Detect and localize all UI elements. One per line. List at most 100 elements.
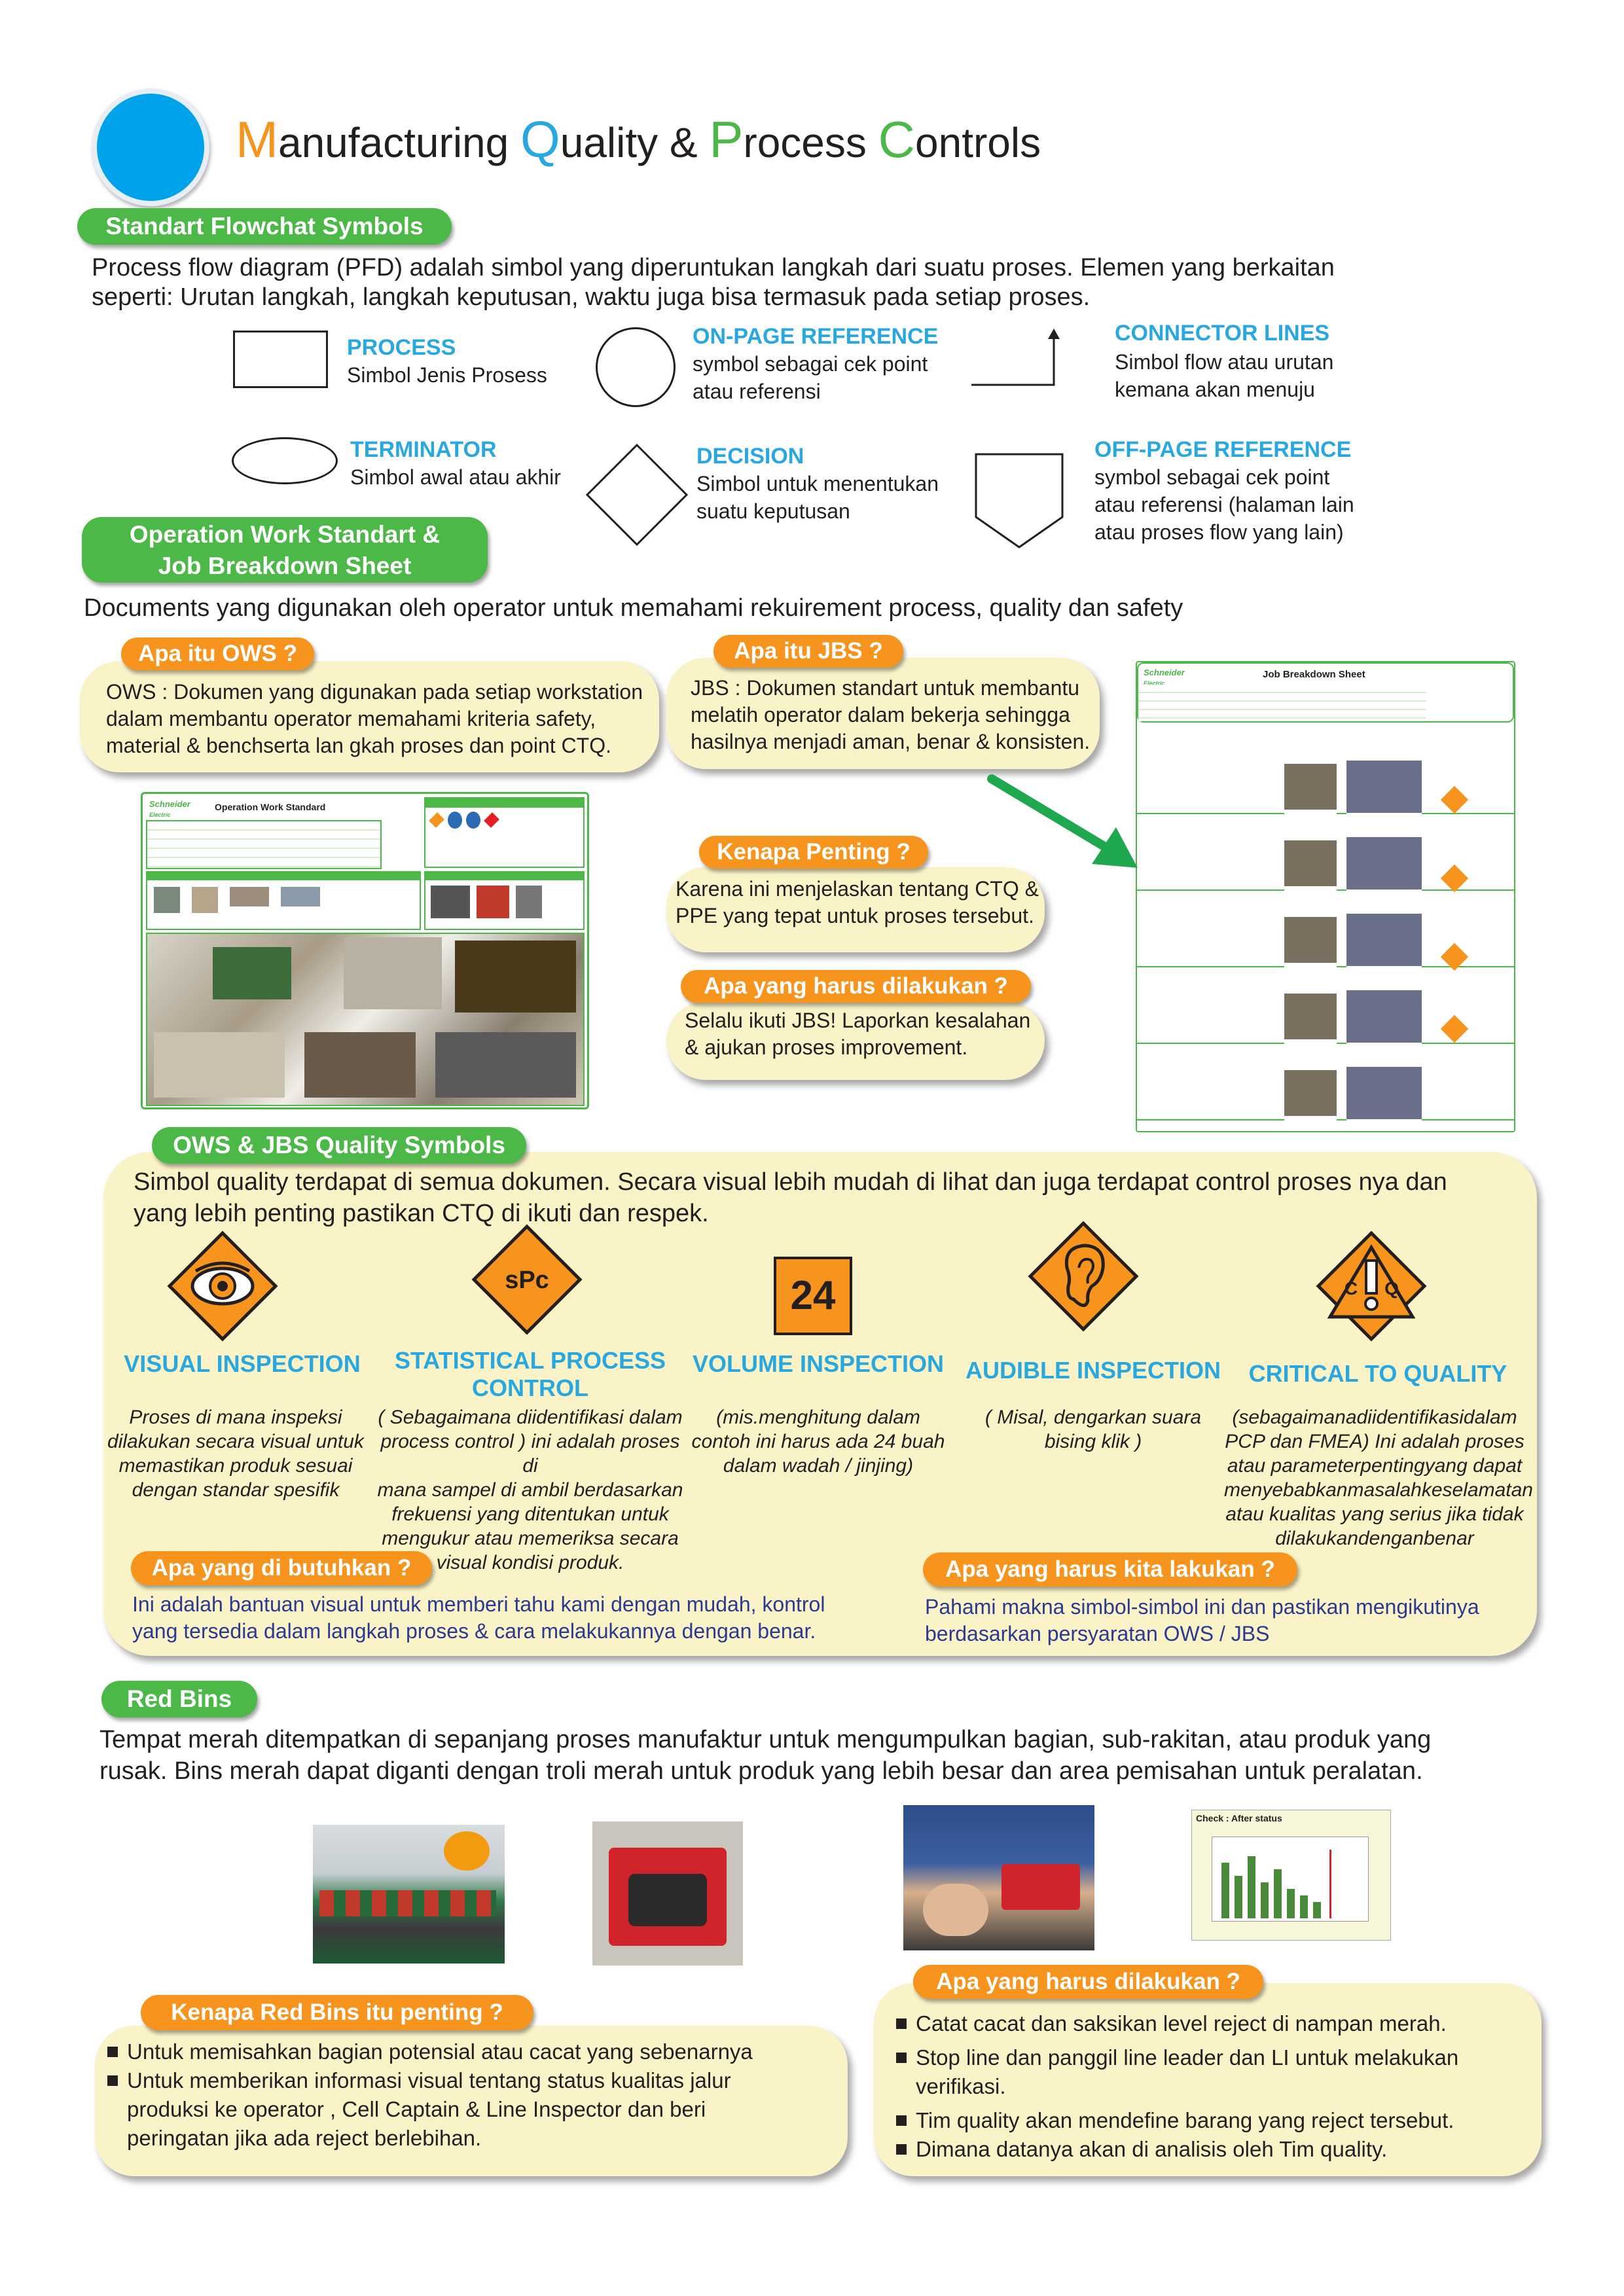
- green-arrow-icon: [987, 774, 1138, 868]
- red-bins-intro-line1: Tempat merah ditempatkan di sepanjang pr…: [99, 1726, 1432, 1753]
- quality-title-volume: VOLUME INSPECTION: [692, 1350, 945, 1377]
- quality-intro-line1: Simbol quality terdapat di semua dokumen…: [134, 1168, 1447, 1196]
- svg-text:Q: Q: [1384, 1278, 1399, 1299]
- ows-jbs-heading-line2: Job Breakdown Sheet: [158, 552, 412, 579]
- ctq-icon: C Q: [1316, 1230, 1427, 1342]
- why-important-box: [666, 867, 1045, 952]
- symbol-desc-connector-lines-1: Simbol flow atau urutan: [1115, 350, 1334, 374]
- ows-doc-detail-table: [146, 820, 382, 869]
- red-bins-intro-line2: rusak. Bins merah dapat diganti dengan t…: [99, 1757, 1423, 1785]
- what-is-ows-line3: material & benchserta lan gkah proses da…: [106, 734, 611, 757]
- why-important-line1: Karena ini menjelaskan tentang CTQ &: [676, 877, 1039, 901]
- jbs-doc-header: Schneider Electric Job Breakdown Sheet: [1137, 662, 1514, 723]
- title-part-quality: Quality &: [520, 111, 710, 168]
- quality-desc-visual: Proses di mana inspeksi dilakukan secara …: [107, 1407, 364, 1501]
- jbs-doc-steps-table: [1137, 738, 1514, 1130]
- symbol-desc-process: Simbol Jenis Prosess: [347, 363, 547, 387]
- what-is-jbs-line2: melatih operator dalam bekerja sehingga: [691, 703, 1070, 726]
- quality-intro-line2: yang lebih penting pastikan CTQ di ikuti…: [134, 1200, 709, 1227]
- ows-doc-step-photos: [146, 933, 585, 1106]
- symbol-desc-off-page-reference-2: atau referensi (halaman lain: [1094, 493, 1354, 516]
- quality-desc-audible: ( Misal, dengarkan suara bising klik ): [984, 1407, 1202, 1452]
- quality-title-ctq: CRITICAL TO QUALITY: [1248, 1360, 1507, 1387]
- jbs-doc-title: Job Breakdown Sheet: [1263, 669, 1365, 680]
- production-line-photo: [313, 1825, 505, 1964]
- title-part-process: Process: [709, 111, 878, 168]
- inspection-hands-photo: [903, 1805, 1094, 1950]
- what-we-should-do-label: Apa yang harus kita lakukan ?: [923, 1552, 1297, 1587]
- red-bins-todo-item: Stop line dan panggil line leader dan LI…: [893, 2043, 1522, 2101]
- symbol-title-on-page-reference: ON-PAGE REFERENCE: [693, 324, 939, 349]
- jbs-doc-brand: Schneider Electric: [1144, 668, 1185, 687]
- what-is-jbs-line1: JBS : Dokumen standart untuk membantu: [691, 676, 1080, 700]
- quality-title-audible: AUDIBLE INSPECTION: [965, 1357, 1221, 1384]
- what-is-ows-line2: dalam membantu operator memahami kriteri…: [106, 707, 596, 730]
- quality-desc-volume: (mis.menghitung dalam contoh ini harus ad…: [691, 1407, 945, 1477]
- why-red-bins-item: Untuk memisahkan bagian potensial atau c…: [105, 2037, 779, 2066]
- title-part-manufacturing: Manufacturing: [236, 111, 521, 168]
- symbol-desc-off-page-reference-1: symbol sebagai cek point: [1094, 465, 1330, 489]
- red-bins-heading: Red Bins: [101, 1681, 257, 1717]
- reject-chart-caption: Check : After status: [1196, 1813, 1282, 1823]
- ows-document-thumbnail: Schneider Electric Operation Work Standar…: [141, 792, 589, 1109]
- ows-jbs-heading-line1: Operation Work Standart &: [129, 521, 441, 548]
- symbol-desc-decision-1: Simbol untuk menentukan: [696, 472, 939, 495]
- ows-doc-brand: Schneider Electric: [149, 799, 190, 818]
- ows-doc-title: Operation Work Standard: [215, 802, 326, 812]
- on-page-reference-circle-icon: [596, 327, 676, 407]
- symbol-desc-decision-2: suatu keputusan: [696, 499, 850, 523]
- flowchart-intro-line2: seperti: Urutan langkah, langkah keputus…: [92, 283, 1091, 311]
- symbol-title-connector-lines: CONNECTOR LINES: [1115, 321, 1330, 346]
- volume-24-glyph: 24: [790, 1273, 836, 1318]
- reject-chart-photo: Check : After status: [1191, 1810, 1391, 1941]
- off-page-reference-icon: [975, 453, 1064, 548]
- what-is-needed-line2: yang tersedia dalam langkah proses & car…: [132, 1619, 816, 1643]
- what-to-do-line1: Selalu ikuti JBS! Laporkan kesalahan: [685, 1009, 1031, 1032]
- quality-desc-ctq: (sebagaimanadiidentifikasidalam PCP dan F…: [1224, 1407, 1533, 1549]
- ows-intro: Documents yang digunakan oleh operator u…: [84, 594, 1183, 622]
- ows-jbs-heading: Operation Work Standart & Job Breakdown …: [82, 517, 488, 583]
- what-is-ows-box: [80, 661, 659, 772]
- ows-doc-equipment-panel: [424, 871, 585, 930]
- svg-text:sPc: sPc: [505, 1266, 549, 1294]
- what-is-needed-label: Apa yang di butuhkan ?: [131, 1551, 432, 1585]
- volume-24-icon: 24: [774, 1257, 852, 1335]
- what-to-do-line2: & ajukan proses improvement.: [685, 1035, 968, 1059]
- flowchart-intro-line1: Process flow diagram (PFD) adalah simbol…: [92, 254, 1335, 281]
- what-is-jbs-line3: hasilnya menjadi aman, benar & konsisten…: [691, 730, 1091, 753]
- symbol-desc-connector-lines-2: kemana akan menuju: [1115, 378, 1315, 401]
- why-red-bins-label: Kenapa Red Bins itu penting ?: [141, 1995, 533, 2030]
- red-bins-todo-item: Tim quality akan mendefine barang yang r…: [893, 2106, 1522, 2135]
- title-part-controls: Controls: [878, 111, 1041, 168]
- what-we-should-do-line2: berdasarkan persyaratan OWS / JBS: [925, 1622, 1270, 1645]
- red-bins-todo-item: Dimana datanya akan di analisis oleh Tim…: [893, 2135, 1522, 2164]
- eye-icon: [167, 1230, 278, 1342]
- ear-icon: [1028, 1221, 1139, 1332]
- svg-text:C: C: [1344, 1278, 1358, 1299]
- quality-desc-spc: ( Sebagaimana diidentifikasi dalam proces…: [377, 1407, 683, 1573]
- what-is-ows-line1: OWS : Dokumen yang digunakan pada setiap…: [106, 680, 643, 704]
- why-red-bins-box: [95, 2026, 848, 2176]
- red-bins-todo-label: Apa yang harus dilakukan ?: [913, 1965, 1263, 1999]
- what-to-do-box: [666, 1001, 1045, 1080]
- why-red-bins-list: Untuk memisahkan bagian potensial atau c…: [105, 2037, 779, 2153]
- process-rectangle-icon: [233, 331, 328, 388]
- what-is-ows-label: Apa itu OWS ?: [121, 637, 314, 670]
- jbs-document-thumbnail: Schneider Electric Job Breakdown Sheet: [1136, 661, 1515, 1132]
- why-important-label: Kenapa Penting ?: [699, 836, 928, 869]
- symbol-title-off-page-reference: OFF-PAGE REFERENCE: [1094, 437, 1352, 462]
- what-we-should-do-line1: Pahami makna simbol-simbol ini dan pasti…: [925, 1595, 1479, 1619]
- connector-lines-icon: [971, 329, 1060, 386]
- symbol-desc-off-page-reference-3: atau proses flow yang lain): [1094, 520, 1344, 544]
- terminator-oval-icon: [232, 437, 338, 484]
- quality-title-spc-2: CONTROL: [472, 1374, 588, 1401]
- quality-title-spc-1: STATISTICAL PROCESS: [394, 1347, 666, 1374]
- symbol-title-decision: DECISION: [696, 444, 804, 469]
- ows-doc-ppe-panel: [424, 797, 585, 868]
- symbol-desc-terminator: Simbol awal atau akhir: [350, 465, 561, 489]
- symbol-title-process: PROCESS: [347, 335, 456, 360]
- ows-doc-bill-of-material: [146, 871, 421, 930]
- what-is-needed-line1: Ini adalah bantuan visual untuk memberi …: [132, 1592, 825, 1616]
- header-circle-badge: [92, 88, 209, 206]
- spc-icon: sPc: [471, 1224, 583, 1335]
